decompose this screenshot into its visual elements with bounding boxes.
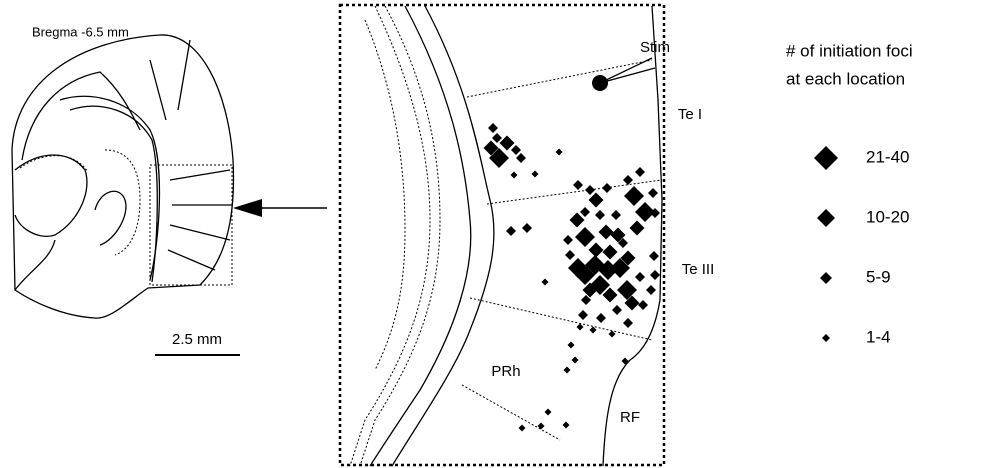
focus-diamond xyxy=(814,146,838,170)
focus-diamond xyxy=(646,285,656,295)
focus-diamond xyxy=(820,272,832,284)
legend-label: 21-40 xyxy=(866,147,909,166)
focus-diamond xyxy=(519,425,526,432)
focus-diamond xyxy=(556,149,563,156)
focus-diamond xyxy=(572,357,579,364)
legend-label: 10-20 xyxy=(866,207,909,226)
focus-diamond xyxy=(599,225,614,240)
brain-section xyxy=(12,35,240,355)
focus-diamond xyxy=(492,133,502,143)
focus-diamond xyxy=(563,235,573,245)
legend-title: # of initiation foci xyxy=(786,41,913,60)
legend-label: 1-4 xyxy=(866,327,891,346)
focus-diamond xyxy=(542,279,549,286)
legend-title: at each location xyxy=(786,69,905,88)
focus-diamond xyxy=(516,153,526,163)
focus-diamond xyxy=(573,180,583,190)
focus-diamond xyxy=(570,213,585,228)
focus-diamond xyxy=(568,342,575,349)
focus-diamond xyxy=(532,171,539,178)
focus-diamond xyxy=(650,270,660,280)
focus-diamond xyxy=(623,318,633,328)
focus-diamond xyxy=(578,310,588,320)
focus-diamond xyxy=(589,193,604,208)
focus-diamond xyxy=(545,409,552,416)
focus-diamond xyxy=(511,145,521,155)
focus-diamond xyxy=(603,245,618,260)
focus-diamond xyxy=(611,210,621,220)
focus-diamond xyxy=(563,422,570,429)
focus-diamond xyxy=(817,209,835,227)
region-label: Stim xyxy=(640,39,670,56)
region-label: Te III xyxy=(682,261,715,278)
legend-label: 5-9 xyxy=(866,267,891,286)
bregma-label: Bregma -6.5 mm xyxy=(32,24,129,39)
focus-diamond xyxy=(630,221,645,236)
focus-diamond xyxy=(595,210,605,220)
focus-diamond xyxy=(822,334,830,342)
focus-diamond xyxy=(522,223,532,233)
focus-diamond xyxy=(590,327,597,334)
focus-diamond xyxy=(580,207,590,217)
focus-diamond xyxy=(648,188,658,198)
focus-diamond xyxy=(635,272,645,282)
scale-bar-label: 2.5 mm xyxy=(172,331,222,348)
focus-diamond xyxy=(488,123,498,133)
focus-diamond xyxy=(602,183,612,193)
focus-diamond xyxy=(585,185,595,195)
focus-diamond xyxy=(596,313,606,323)
focus-diamond xyxy=(575,227,595,247)
focus-diamond xyxy=(565,250,575,260)
focus-diamond xyxy=(506,226,516,236)
focus-diamond xyxy=(624,186,644,206)
region-label: RF xyxy=(620,409,640,426)
focus-diamond xyxy=(511,172,518,179)
focus-diamond xyxy=(612,305,622,315)
inset xyxy=(340,5,664,466)
arrow-head xyxy=(233,199,262,217)
region-label: PRh xyxy=(491,363,520,380)
focus-diamond xyxy=(589,243,604,258)
focus-diamond xyxy=(623,175,633,185)
region-label: Te I xyxy=(678,106,702,123)
focus-diamond xyxy=(617,280,637,300)
focus-diamond xyxy=(638,300,648,310)
focus-diamond xyxy=(564,367,571,374)
focus-diamond xyxy=(577,324,584,331)
focus-diamond xyxy=(649,251,659,261)
figure: Bregma -6.5 mm 2.5 mm Stim Te I Te III P… xyxy=(0,0,997,468)
focus-diamond xyxy=(635,167,645,177)
